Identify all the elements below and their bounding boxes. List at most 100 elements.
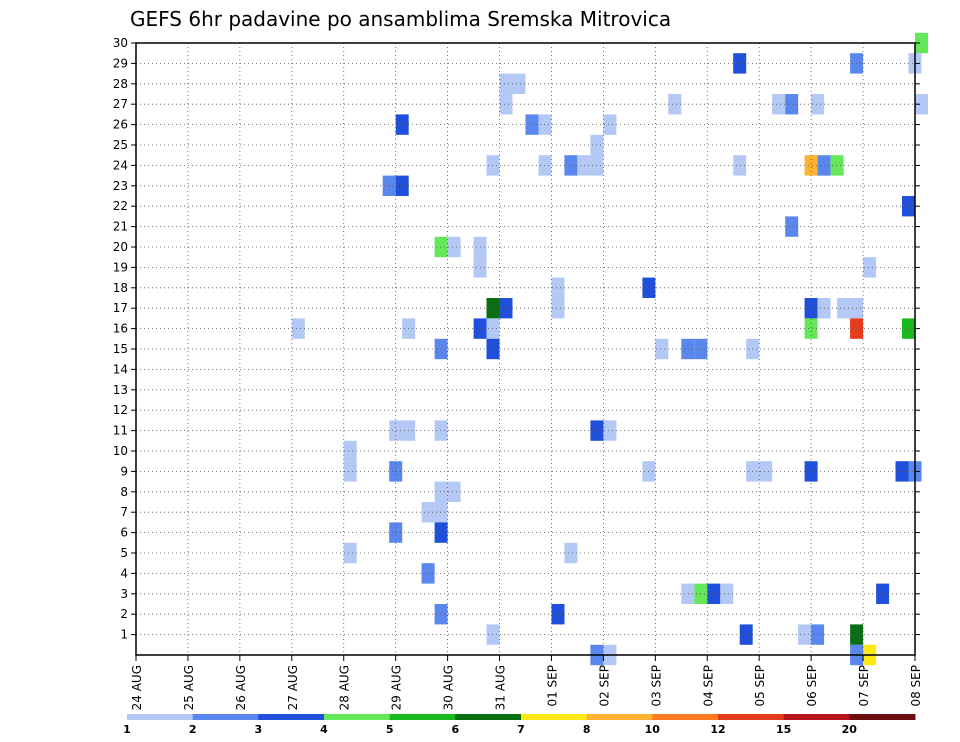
x-tick-label: 24 AUG	[130, 665, 144, 710]
heatmap-cell	[668, 94, 682, 115]
heatmap-cell	[382, 175, 396, 196]
colorbar-label: 5	[386, 723, 394, 736]
y-tick-label: 15	[113, 342, 128, 356]
y-tick-label: 2	[120, 607, 128, 621]
heatmap-cell	[389, 420, 403, 441]
heatmap-cell	[603, 114, 617, 135]
y-tick-label: 9	[120, 464, 128, 478]
heatmap-cell	[291, 318, 305, 339]
heatmap-cell	[551, 277, 565, 298]
y-tick-label: 8	[120, 485, 128, 499]
heatmap-cell	[389, 522, 403, 543]
y-tick-label: 21	[113, 220, 128, 234]
x-tick-label: 28 AUG	[338, 665, 352, 710]
heatmap-cell	[551, 604, 565, 625]
heatmap-cell	[499, 94, 513, 115]
y-tick-label: 5	[120, 546, 128, 560]
y-tick-label: 1	[120, 628, 128, 642]
heatmap-cell	[915, 32, 928, 54]
heatmap-cell	[564, 542, 578, 564]
heatmap-cell	[434, 236, 448, 258]
heatmap-cell	[434, 338, 448, 360]
y-tick-label: 18	[113, 281, 128, 295]
colorbar-swatch	[652, 714, 719, 720]
y-tick-label: 14	[113, 362, 128, 376]
colorbar-label: 10	[645, 723, 661, 736]
heatmap-cell	[895, 461, 909, 482]
colorbar-label: 6	[451, 723, 459, 736]
heatmap-cell	[772, 94, 786, 115]
y-tick-label: 19	[113, 260, 128, 274]
x-tick-label: 25 AUG	[182, 665, 196, 710]
heatmap-cell	[447, 481, 461, 502]
y-axis-ticks: 1234567891011121314151617181920212223242…	[113, 36, 920, 642]
x-tick-label: 08 SEP	[909, 665, 923, 707]
x-tick-label: 05 SEP	[753, 665, 767, 707]
heatmap-cell	[804, 155, 818, 176]
heatmap-cell	[785, 216, 799, 237]
colorbar-swatch	[127, 714, 194, 720]
colorbar-label: 1	[123, 723, 131, 736]
y-tick-label: 6	[120, 526, 128, 540]
colorbar-swatch	[389, 714, 456, 720]
y-tick-label: 29	[113, 56, 128, 70]
heatmap-cell	[343, 440, 357, 462]
x-tick-label: 30 AUG	[442, 665, 456, 710]
colorbar-swatch	[324, 714, 391, 720]
colorbar-label: 3	[254, 723, 262, 736]
x-tick-label: 27 AUG	[286, 665, 300, 710]
x-tick-label: 07 SEP	[857, 665, 871, 707]
y-tick-label: 11	[113, 424, 128, 438]
heatmap-cell	[343, 461, 357, 482]
heatmap-cell	[733, 155, 747, 176]
heatmap-cell	[707, 583, 721, 604]
y-tick-label: 10	[113, 444, 128, 458]
colorbar-swatch	[521, 714, 588, 720]
heatmap-cell	[915, 94, 928, 115]
y-tick-label: 24	[113, 158, 128, 172]
y-tick-label: 26	[113, 118, 128, 132]
heatmap-cell	[655, 338, 669, 360]
x-tick-label: 06 SEP	[805, 665, 819, 707]
heatmap-cell	[434, 481, 448, 502]
heatmap-cell	[681, 338, 695, 360]
colorbar-swatch	[586, 714, 653, 720]
y-tick-label: 27	[113, 97, 128, 111]
heatmap-cell	[804, 318, 818, 339]
heatmap-cell	[811, 624, 825, 645]
heatmap-cell	[603, 420, 617, 441]
x-tick-label: 01 SEP	[545, 665, 559, 707]
heatmap-cell	[681, 583, 695, 604]
heatmap-cell	[785, 94, 799, 115]
y-tick-label: 16	[113, 322, 128, 336]
heatmap-cell	[876, 583, 890, 604]
y-tick-label: 25	[113, 138, 128, 152]
heatmap-cell	[804, 298, 818, 319]
heatmap-cell	[564, 155, 578, 176]
heatmap-cell	[759, 461, 773, 482]
x-tick-label: 02 SEP	[597, 665, 611, 707]
y-tick-label: 3	[120, 587, 128, 601]
colorbar-label: 8	[583, 723, 591, 736]
heatmap-cell	[434, 420, 448, 441]
chart-title: GEFS 6hr padavine po ansamblima Sremska …	[130, 7, 671, 31]
x-tick-label: 29 AUG	[390, 665, 404, 710]
colorbar-swatch	[718, 714, 785, 720]
colorbar-swatch	[849, 714, 916, 720]
y-tick-label: 12	[113, 403, 128, 417]
colorbar-label: 2	[189, 723, 197, 736]
heatmap-cell	[720, 583, 734, 604]
heatmap-cell	[434, 502, 448, 523]
colorbar-label: 4	[320, 723, 328, 736]
heatmap-cell	[395, 175, 409, 196]
heatmap-cell	[434, 522, 448, 543]
x-tick-label: 04 SEP	[701, 665, 715, 707]
y-tick-label: 22	[113, 199, 128, 213]
heatmap-cell	[512, 73, 526, 94]
y-tick-label: 13	[113, 383, 128, 397]
colorbar: 1 2 3 4 5 6 7 8 10 12 15 20	[123, 714, 916, 736]
heatmap-cell	[447, 236, 461, 258]
heatmap-cell	[395, 114, 409, 135]
x-axis-ticks: 24 AUG 25 AUG 26 AUG 27 AUG 28 AUG 29 AUG 30 A…	[130, 655, 923, 710]
